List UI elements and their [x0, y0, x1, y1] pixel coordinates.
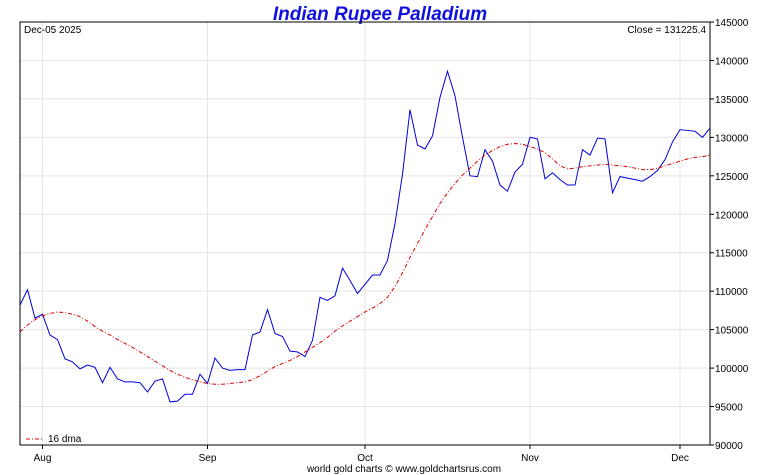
date-label: Dec-05 2025 [24, 25, 82, 36]
y-tick-label: 110000 [715, 287, 748, 298]
y-tick-label: 100000 [715, 364, 749, 375]
close-label: Close = 131225.4 [627, 25, 706, 36]
y-tick-label: 115000 [715, 249, 748, 260]
legend-dma-label: 16 dma [48, 434, 82, 445]
x-tick-label: Aug [34, 453, 52, 464]
x-tick-label: Dec [671, 453, 689, 464]
y-tick-label: 130000 [715, 133, 749, 144]
x-tick-label: Oct [357, 453, 373, 464]
chart-title: Indian Rupee Palladium [273, 4, 487, 25]
y-tick-label: 120000 [715, 210, 749, 221]
y-axis-ticks: 90000 95000 100000 105000 110000 115000 120000… [710, 18, 749, 452]
footer-credit: world gold charts © www.goldchartsrus.co… [306, 464, 501, 475]
price-line [19, 69, 711, 403]
y-tick-label: 90000 [715, 441, 743, 452]
y-tick-label: 140000 [715, 56, 749, 67]
legend: 16 dma [26, 434, 82, 445]
dma-16-line [19, 143, 711, 385]
y-tick-label: 135000 [715, 95, 749, 106]
plot-frame [19, 21, 711, 446]
y-tick-label: 125000 [715, 172, 749, 183]
y-tick-label: 145000 [715, 18, 749, 29]
x-axis-ticks: Aug Sep Oct Nov Dec [34, 445, 689, 464]
series-lines [19, 69, 711, 403]
x-tick-label: Nov [521, 453, 539, 464]
x-tick-label: Sep [199, 453, 217, 464]
y-tick-label: 105000 [715, 326, 749, 337]
y-tick-label: 95000 [715, 403, 743, 414]
